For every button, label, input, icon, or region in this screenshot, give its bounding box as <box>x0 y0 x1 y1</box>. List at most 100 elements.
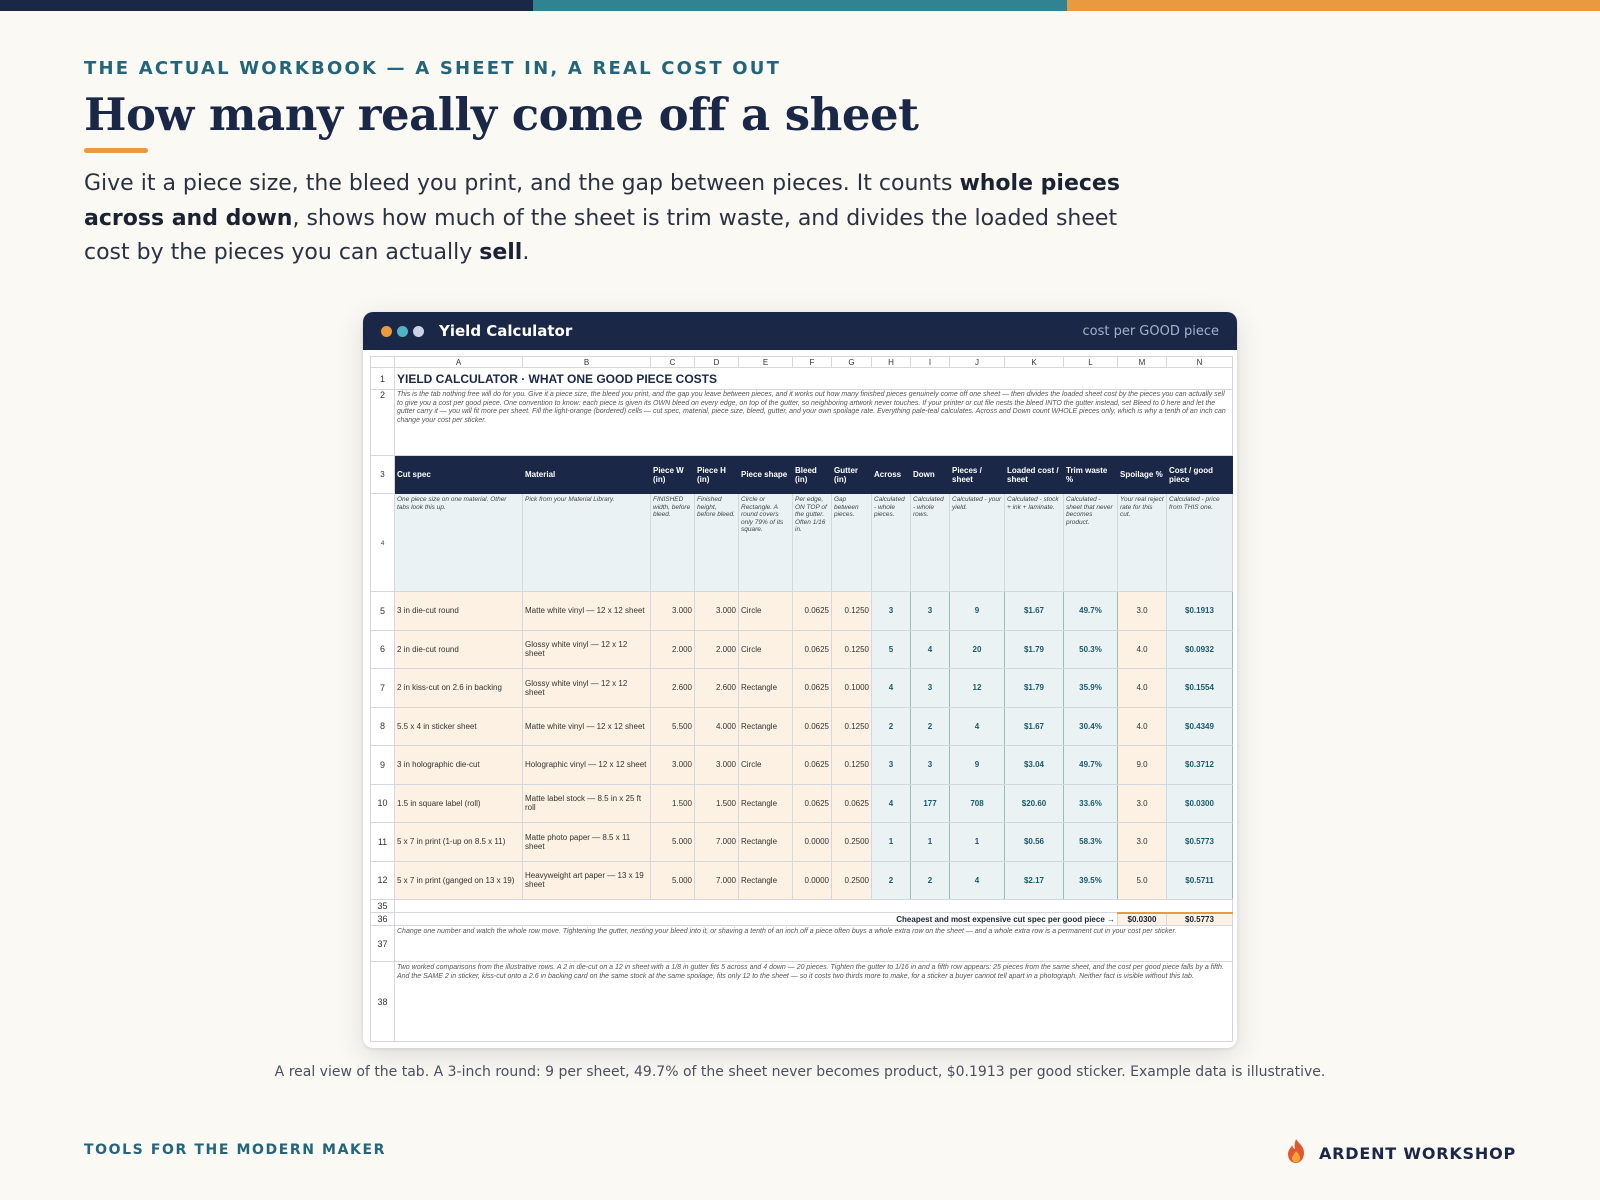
row-number[interactable]: 38 <box>370 961 395 1042</box>
column-header[interactable]: E <box>738 356 793 368</box>
cell-pieces[interactable]: 9 <box>949 591 1005 631</box>
note-cell[interactable]: Calculated - whole rows. <box>910 493 950 592</box>
cell-across[interactable]: 2 <box>871 860 911 900</box>
header-cell[interactable]: Bleed (in) <box>792 455 832 494</box>
cell-w[interactable]: 1.500 <box>650 783 695 823</box>
cell-cost[interactable]: $1.79 <box>1004 629 1064 669</box>
cell-spoil[interactable]: 3.0 <box>1117 591 1167 631</box>
header-cell[interactable]: Piece shape <box>738 455 793 494</box>
cell-down[interactable]: 4 <box>910 629 950 669</box>
cell-down[interactable]: 177 <box>910 783 950 823</box>
cell-across[interactable]: 3 <box>871 591 911 631</box>
row-number[interactable]: 5 <box>370 591 395 631</box>
cell-bleed[interactable]: 0.0000 <box>792 860 832 900</box>
note-cell[interactable]: Calculated - sheet that never becomes pr… <box>1063 493 1118 592</box>
cell-down[interactable]: 3 <box>910 591 950 631</box>
cell-h[interactable]: 2.600 <box>694 668 739 708</box>
cell-bleed[interactable]: 0.0625 <box>792 629 832 669</box>
cell-spec[interactable]: 2 in kiss-cut on 2.6 in backing <box>394 668 523 708</box>
cell-waste[interactable]: 49.7% <box>1063 591 1118 631</box>
column-header[interactable]: K <box>1004 356 1064 368</box>
cell-across[interactable]: 4 <box>871 783 911 823</box>
header-cell[interactable]: Material <box>522 455 651 494</box>
window-dot-orange[interactable] <box>381 325 392 337</box>
cell-spoil[interactable]: 4.0 <box>1117 706 1167 746</box>
note-cell[interactable]: FINISHED width, before bleed. <box>650 493 695 592</box>
cell-spec[interactable]: 5 x 7 in print (1-up on 8.5 x 11) <box>394 822 523 862</box>
note-cell-37[interactable]: Change one number and watch the whole ro… <box>394 925 1233 962</box>
cell-bleed[interactable]: 0.0625 <box>792 706 832 746</box>
note-cell[interactable]: Calculated - whole pieces. <box>871 493 911 592</box>
cell-pieces[interactable]: 12 <box>949 668 1005 708</box>
cell-h[interactable]: 7.000 <box>694 822 739 862</box>
cell-bleed[interactable]: 0.0000 <box>792 822 832 862</box>
cell-across[interactable]: 3 <box>871 745 911 785</box>
cell-material[interactable]: Glossy white vinyl — 12 x 12 sheet <box>522 668 651 708</box>
cell-cost[interactable]: $20.60 <box>1004 783 1064 823</box>
column-header[interactable]: B <box>522 356 651 368</box>
header-cell[interactable]: Pieces / sheet <box>949 455 1005 494</box>
cell-pieces[interactable]: 4 <box>949 860 1005 900</box>
header-cell[interactable]: Piece W (in) <box>650 455 695 494</box>
cell-w[interactable]: 5.000 <box>650 860 695 900</box>
cell-gutter[interactable]: 0.1250 <box>831 706 872 746</box>
row-number[interactable]: 10 <box>370 783 395 823</box>
header-cell[interactable]: Cut spec <box>394 455 523 494</box>
cell-good[interactable]: $0.3712 <box>1166 745 1233 785</box>
cell-w[interactable]: 2.600 <box>650 668 695 708</box>
column-header[interactable]: N <box>1166 356 1233 368</box>
cell-gutter[interactable]: 0.1250 <box>831 629 872 669</box>
cell-bleed[interactable]: 0.0625 <box>792 591 832 631</box>
row-number[interactable]: 35 <box>370 899 395 913</box>
cell-w[interactable]: 5.500 <box>650 706 695 746</box>
cell-gutter[interactable]: 0.1250 <box>831 591 872 631</box>
cell-waste[interactable]: 30.4% <box>1063 706 1118 746</box>
cell-h[interactable]: 4.000 <box>694 706 739 746</box>
sheet-title-cell[interactable]: YIELD CALCULATOR · WHAT ONE GOOD PIECE C… <box>394 367 1233 390</box>
cell-good[interactable]: $0.0932 <box>1166 629 1233 669</box>
cell-good[interactable]: $0.0300 <box>1166 783 1233 823</box>
cell-waste[interactable]: 35.9% <box>1063 668 1118 708</box>
cell-w[interactable]: 2.000 <box>650 629 695 669</box>
column-header[interactable]: L <box>1063 356 1118 368</box>
cell-cost[interactable]: $2.17 <box>1004 860 1064 900</box>
cell-h[interactable]: 3.000 <box>694 745 739 785</box>
cell-bleed[interactable]: 0.0625 <box>792 783 832 823</box>
cell-gutter[interactable]: 0.1000 <box>831 668 872 708</box>
cell-shape[interactable]: Rectangle <box>738 706 793 746</box>
cell-w[interactable]: 3.000 <box>650 591 695 631</box>
header-cell[interactable]: Spoilage % <box>1117 455 1167 494</box>
cell-spec[interactable]: 2 in die-cut round <box>394 629 523 669</box>
cell-bleed[interactable]: 0.0625 <box>792 668 832 708</box>
cell-waste[interactable]: 49.7% <box>1063 745 1118 785</box>
cell-waste[interactable]: 33.6% <box>1063 783 1118 823</box>
summary-label[interactable]: Cheapest and most expensive cut spec per… <box>394 912 1118 926</box>
cell-good[interactable]: $0.5773 <box>1166 822 1233 862</box>
cell-h[interactable]: 7.000 <box>694 860 739 900</box>
header-cell[interactable]: Loaded cost / sheet <box>1004 455 1064 494</box>
cell-good[interactable]: $0.1554 <box>1166 668 1233 708</box>
cell-down[interactable]: 1 <box>910 822 950 862</box>
cell-good[interactable]: $0.5711 <box>1166 860 1233 900</box>
cell-gutter[interactable]: 0.2500 <box>831 822 872 862</box>
row-number[interactable]: 3 <box>370 455 395 494</box>
cell-shape[interactable]: Rectangle <box>738 783 793 823</box>
row-number[interactable]: 2 <box>370 389 395 456</box>
column-header[interactable]: G <box>831 356 872 368</box>
column-header[interactable]: F <box>792 356 832 368</box>
corner-cell[interactable] <box>370 356 395 368</box>
cell-across[interactable]: 5 <box>871 629 911 669</box>
cell-spoil[interactable]: 4.0 <box>1117 668 1167 708</box>
row-number[interactable]: 1 <box>370 367 395 390</box>
cell-spoil[interactable]: 3.0 <box>1117 822 1167 862</box>
cell-pieces[interactable]: 4 <box>949 706 1005 746</box>
column-header[interactable]: M <box>1117 356 1167 368</box>
cell-bleed[interactable]: 0.0625 <box>792 745 832 785</box>
cell-pieces[interactable]: 9 <box>949 745 1005 785</box>
header-cell[interactable]: Trim waste % <box>1063 455 1118 494</box>
cell-h[interactable]: 2.000 <box>694 629 739 669</box>
cell-down[interactable]: 2 <box>910 860 950 900</box>
note-cell[interactable]: Finished height, before bleed. <box>694 493 739 592</box>
cell-spec[interactable]: 5 x 7 in print (ganged on 13 x 19) <box>394 860 523 900</box>
row-number[interactable]: 6 <box>370 629 395 669</box>
